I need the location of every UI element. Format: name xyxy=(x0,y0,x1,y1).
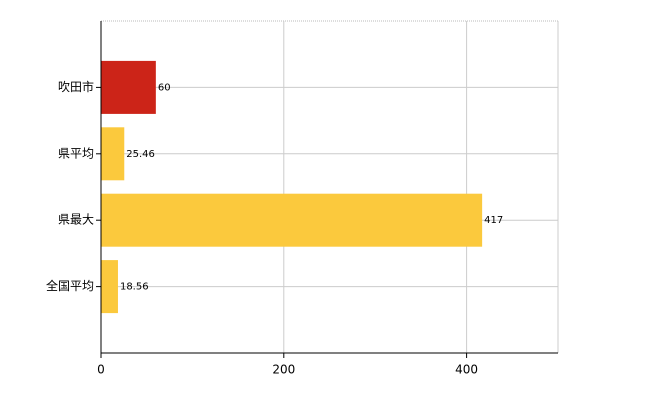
y-tick-label: 吹田市 xyxy=(58,79,94,94)
bar xyxy=(101,127,125,181)
y-tick-label: 県最大 xyxy=(58,213,94,227)
value-label: 417 xyxy=(484,215,503,226)
x-tick-label: 200 xyxy=(272,363,295,377)
x-tick-label: 400 xyxy=(455,363,478,377)
bar xyxy=(101,193,483,247)
y-tick-label: 全国平均 xyxy=(46,278,94,293)
x-tick-label: 0 xyxy=(97,363,105,377)
bar xyxy=(101,60,156,114)
value-label: 25.46 xyxy=(126,149,155,160)
value-label: 60 xyxy=(158,82,171,93)
bar xyxy=(101,260,118,314)
y-tick-label: 県平均 xyxy=(58,146,94,160)
value-label: 18.56 xyxy=(120,282,149,293)
